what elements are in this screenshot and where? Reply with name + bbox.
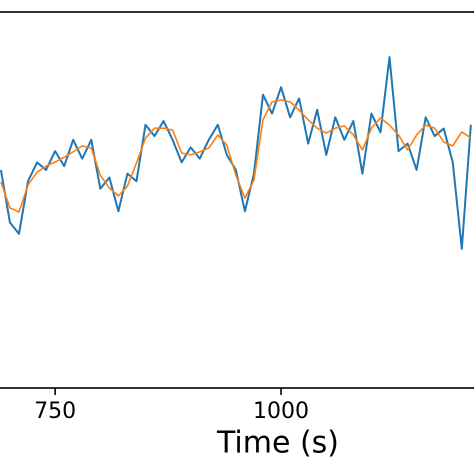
x-tick-label: 1000 [253, 399, 309, 424]
x-tick-label: 750 [34, 399, 76, 424]
data-line [0, 56, 472, 250]
x-axis-label: Time (s) [216, 426, 339, 461]
plot-frame [0, 11, 474, 389]
data-line [0, 99, 472, 213]
